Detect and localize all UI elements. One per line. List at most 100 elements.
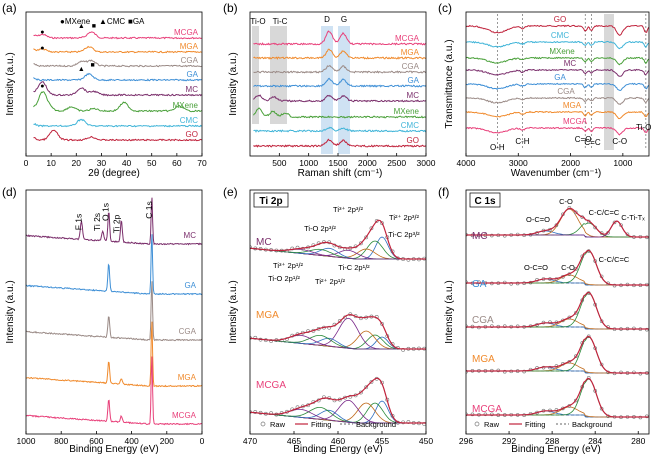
c1s-raw-point	[612, 283, 617, 288]
panel-e-x-tick-label: 450	[419, 436, 433, 446]
legend-raw-label: Raw	[270, 420, 286, 429]
panel-b-shading	[252, 26, 350, 154]
panel-d-ticks: 1000 800 600 400 200 0	[17, 431, 205, 446]
c1s-raw-point	[522, 369, 526, 374]
panel-e-title-box	[253, 192, 289, 208]
ti2p-series-label: MC	[256, 237, 272, 248]
ftir-annotation: C=O	[575, 135, 592, 144]
xrd-series-label: MC	[186, 85, 199, 94]
legend-bg-label: Background	[356, 420, 396, 429]
ftir-series-label: MC	[564, 59, 577, 68]
xrd-legend-item: ●MXene	[60, 17, 91, 26]
xrd-line-mga	[33, 45, 202, 54]
panel-c-frame	[465, 11, 650, 157]
panel-e-legend: Raw Fitting Background	[260, 420, 396, 429]
panel-b-x-tick-label: 1000	[299, 158, 318, 168]
ti2p-series-label: MGA	[256, 310, 279, 321]
raman-line-go	[253, 138, 426, 148]
ftir-series-label: MXene	[549, 47, 575, 56]
c1s-raw-point	[515, 324, 520, 329]
panel-c-x-tick-label: 1000	[613, 158, 632, 168]
panel-c-shading	[604, 14, 614, 150]
ti2p-annotation: Ti²⁺ 2p³/²	[389, 213, 419, 222]
ti2p-fit-line	[250, 219, 426, 260]
panel-c-x-tick-label: 3000	[509, 158, 528, 168]
panel-d-plot	[26, 197, 202, 426]
ti2p-raw-point	[406, 257, 411, 262]
xrd-peak-marker: ●	[40, 45, 44, 52]
xrd-peak-marker: ■	[92, 23, 96, 30]
panel-f-x-tick-label: 288	[545, 436, 559, 446]
raman-line-cmc	[253, 126, 426, 133]
c1s-raw-point	[593, 225, 597, 230]
panel-b-label: (b)	[223, 1, 238, 15]
xps-survey-line-mcga	[26, 356, 202, 426]
xps-survey-series-label: MC	[184, 231, 197, 240]
panel-e-annotations: Ti³⁺ 2p³/² Ti²⁺ 2p³/² Ti-O 2p³/² Ti-C 2p³/²…	[268, 205, 420, 286]
ftir-line-mxene	[466, 56, 649, 66]
raman-annotation: Ti-O	[250, 17, 265, 26]
panel-b: (b) 500 1000 1500 2000 2500 3000 MCGA MGA CGA GA…	[223, 1, 436, 179]
raman-series-label: MCGA	[395, 34, 420, 43]
xrd-line-mcga	[33, 31, 202, 40]
c1s-annotation: C-Ti-Tₓ	[621, 213, 645, 222]
ti2p-annotation: Ti²⁺ 2p¹/²	[315, 277, 345, 286]
xrd-peak-marker: ▲	[78, 66, 85, 73]
panel-b-x-tick-label: 3000	[417, 158, 436, 168]
panel-a-legend: ●MXene ▲CMC ■GA	[60, 17, 145, 26]
raman-annotation: D	[324, 15, 330, 24]
panel-f-plot	[466, 206, 649, 420]
c1s-raw-point	[548, 320, 552, 324]
panel-f-x-tick-label: 292	[502, 436, 516, 446]
raman-series-label: MGA	[401, 48, 420, 57]
raman-line-ga	[253, 77, 426, 88]
panel-f-ticks: 296 292 288 284 280	[459, 431, 646, 446]
panel-c-plot	[466, 24, 649, 136]
panel-e: (e) Ti 2p 470 465 460 455 450 MC MGA MCGA Ti³⁺…	[223, 185, 433, 455]
panel-e-x-tick-label: 465	[287, 436, 301, 446]
xps-survey-annotation: Ti 2p	[111, 214, 121, 233]
panel-a-label: (a)	[2, 1, 17, 15]
xrd-series-label: MXene	[173, 101, 199, 110]
c1s-series-label: MCGA	[472, 404, 502, 415]
c1s-raw-point	[625, 232, 630, 237]
c1s-raw-point	[645, 327, 649, 332]
panel-e-xlabel: Binding Energy (eV)	[293, 444, 383, 455]
xps-survey-series-label: CGA	[179, 327, 197, 336]
raman-annotation: G	[341, 15, 347, 24]
panel-b-x-tick-label: 2000	[358, 158, 377, 168]
c1s-annotation: C-O	[559, 197, 573, 206]
c1s-fit-line	[466, 249, 649, 286]
raman-series-label: MXene	[394, 107, 420, 116]
panel-d-x-tick-label: 600	[89, 436, 103, 446]
panel-d-xlabel: Binding Energy (eV)	[69, 444, 159, 455]
ti2p-raw-point	[358, 241, 363, 246]
panel-f-x-tick-label: 284	[588, 436, 602, 446]
c1s-raw-point	[502, 324, 507, 329]
raman-series-label: CGA	[402, 62, 420, 71]
c1s-raw-point	[573, 267, 578, 271]
c1s-raw-point	[483, 412, 488, 417]
ftir-series-label: GA	[554, 73, 566, 82]
ti2p-raw-point	[343, 246, 347, 251]
xrd-line-cga	[33, 59, 202, 68]
ftir-series-label: CMC	[551, 31, 569, 40]
c1s-raw-point	[567, 206, 572, 210]
xrd-line-mxene	[33, 91, 202, 113]
panel-c-ticks: 4000 3000 2000 1000	[457, 153, 633, 168]
panel-d-x-tick-label: 1000	[17, 436, 36, 446]
c1s-fit-line	[466, 377, 649, 418]
raman-series-label: CMC	[401, 121, 419, 130]
panel-a-frame	[25, 11, 203, 157]
panel-f-frame	[465, 189, 650, 435]
panel-c-ylabel: Transmittance (a.u.)	[444, 39, 455, 128]
panel-e-title: Ti 2p	[259, 196, 282, 207]
xps-survey-annotation: Ti 2s	[92, 213, 102, 231]
xps-survey-series-label: MCGA	[172, 411, 197, 420]
c1s-raw-point	[573, 398, 578, 403]
xps-survey-line-cga	[26, 281, 202, 342]
xps-survey-series-label: MGA	[178, 373, 197, 382]
panel-e-label: (e)	[223, 185, 238, 199]
ftir-annotation: O-H	[490, 143, 505, 152]
